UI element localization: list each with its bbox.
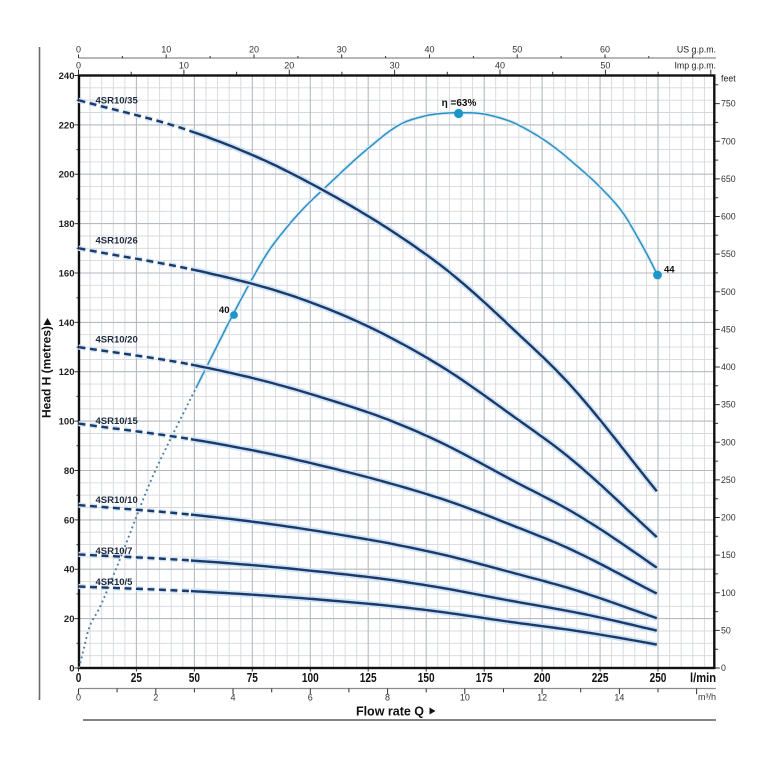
svg-text:20: 20 — [249, 45, 259, 55]
svg-text:100: 100 — [302, 670, 319, 685]
svg-text:4: 4 — [231, 693, 236, 703]
svg-text:450: 450 — [721, 324, 736, 334]
svg-text:4SR10/15: 4SR10/15 — [96, 416, 139, 427]
svg-text:180: 180 — [59, 219, 75, 230]
svg-text:150: 150 — [418, 670, 435, 685]
svg-text:4SR10/7: 4SR10/7 — [96, 546, 133, 557]
svg-text:25: 25 — [131, 670, 142, 685]
svg-text:4SR10/5: 4SR10/5 — [96, 577, 134, 588]
svg-text:Flow rate Q: Flow rate Q — [356, 705, 424, 719]
svg-text:125: 125 — [360, 670, 377, 685]
svg-text:400: 400 — [721, 362, 736, 372]
svg-text:4SR10/10: 4SR10/10 — [96, 495, 138, 506]
svg-text:0: 0 — [76, 670, 82, 685]
svg-text:120: 120 — [59, 367, 75, 378]
svg-text:0: 0 — [76, 693, 81, 703]
svg-text:4SR10/35: 4SR10/35 — [96, 96, 139, 107]
svg-text:650: 650 — [721, 174, 736, 184]
svg-text:0: 0 — [69, 663, 74, 674]
svg-text:60: 60 — [600, 45, 610, 55]
svg-text:250: 250 — [650, 670, 667, 685]
svg-text:600: 600 — [721, 212, 736, 222]
svg-text:50: 50 — [189, 670, 200, 685]
svg-text:700: 700 — [721, 136, 736, 146]
svg-text:150: 150 — [721, 550, 736, 560]
svg-text:140: 140 — [59, 318, 75, 329]
svg-text:750: 750 — [721, 99, 736, 109]
svg-text:40: 40 — [424, 45, 434, 55]
svg-text:200: 200 — [534, 670, 551, 685]
svg-text:6: 6 — [308, 693, 313, 703]
svg-text:50: 50 — [600, 60, 610, 70]
svg-text:4SR10/26: 4SR10/26 — [96, 236, 138, 247]
svg-text:100: 100 — [59, 417, 75, 428]
svg-text:m³/h: m³/h — [698, 692, 716, 702]
svg-text:220: 220 — [59, 120, 75, 131]
svg-text:50: 50 — [721, 625, 731, 635]
svg-text:30: 30 — [390, 60, 400, 70]
svg-text:2: 2 — [153, 693, 158, 703]
svg-text:η =63%: η =63% — [442, 98, 477, 109]
svg-text:60: 60 — [64, 515, 75, 526]
svg-text:250: 250 — [721, 475, 736, 485]
svg-text:Imp g.p.m.: Imp g.p.m. — [674, 60, 716, 70]
svg-text:300: 300 — [721, 437, 736, 447]
svg-text:4SR10/20: 4SR10/20 — [96, 335, 138, 346]
svg-text:160: 160 — [59, 268, 75, 279]
svg-text:US g.p.m.: US g.p.m. — [677, 45, 716, 55]
svg-text:200: 200 — [59, 170, 75, 181]
svg-text:10: 10 — [460, 693, 470, 703]
svg-text:80: 80 — [64, 466, 75, 477]
svg-text:200: 200 — [721, 513, 736, 523]
svg-text:44: 44 — [664, 265, 675, 276]
svg-text:40: 40 — [219, 305, 230, 316]
svg-text:14: 14 — [614, 693, 624, 703]
svg-text:l/min: l/min — [690, 670, 716, 685]
svg-text:Head H (metres): Head H (metres) — [40, 326, 54, 418]
svg-text:12: 12 — [537, 693, 547, 703]
svg-text:40: 40 — [64, 565, 75, 576]
svg-text:50: 50 — [512, 45, 522, 55]
svg-text:500: 500 — [721, 287, 736, 297]
svg-text:30: 30 — [337, 45, 347, 55]
svg-text:8: 8 — [385, 693, 390, 703]
svg-text:20: 20 — [64, 614, 75, 625]
svg-text:225: 225 — [592, 670, 609, 685]
svg-text:350: 350 — [721, 400, 736, 410]
svg-text:100: 100 — [721, 588, 736, 598]
svg-text:40: 40 — [495, 60, 505, 70]
svg-text:0: 0 — [721, 663, 726, 673]
svg-text:0: 0 — [76, 60, 81, 70]
svg-text:10: 10 — [179, 60, 189, 70]
svg-text:550: 550 — [721, 249, 736, 259]
svg-text:75: 75 — [247, 670, 258, 685]
svg-text:175: 175 — [476, 670, 493, 685]
svg-text:feet: feet — [721, 74, 736, 84]
svg-text:0: 0 — [76, 45, 81, 55]
svg-text:20: 20 — [284, 60, 294, 70]
svg-text:10: 10 — [161, 45, 171, 55]
svg-text:240: 240 — [59, 71, 75, 82]
